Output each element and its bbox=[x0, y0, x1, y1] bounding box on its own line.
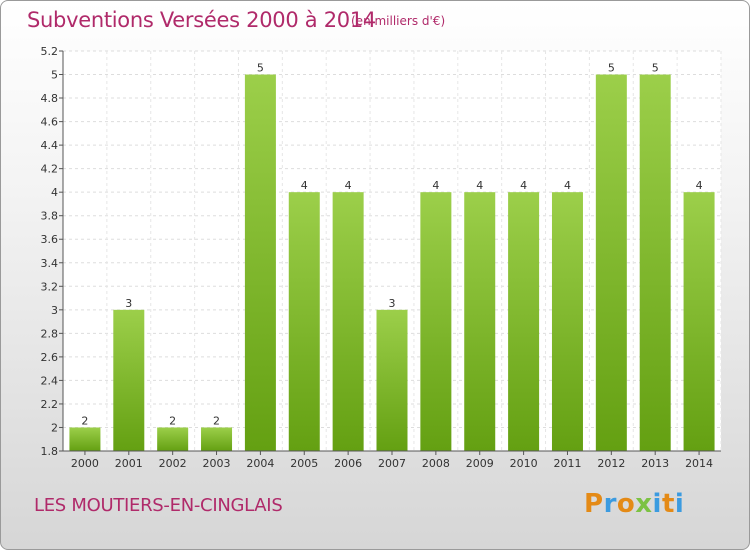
x-tick-label-2014: 2014 bbox=[685, 457, 713, 470]
x-tick-label-2011: 2011 bbox=[553, 457, 581, 470]
data-label-2013: 5 bbox=[652, 62, 659, 75]
y-tick-label: 3.6 bbox=[41, 233, 59, 246]
y-tick-label: 3.4 bbox=[41, 257, 59, 270]
data-label-2012: 5 bbox=[608, 62, 615, 75]
bar-2005 bbox=[288, 192, 320, 452]
x-tick-label-2000: 2000 bbox=[71, 457, 99, 470]
data-label-2007: 3 bbox=[389, 297, 396, 310]
y-tick-label: 2.4 bbox=[41, 374, 59, 387]
bar-2010 bbox=[508, 192, 540, 452]
y-tick-label: 4.6 bbox=[41, 116, 59, 129]
bar-2004 bbox=[244, 74, 276, 451]
x-tick-label-2010: 2010 bbox=[510, 457, 538, 470]
data-label-2004: 5 bbox=[257, 62, 264, 75]
bar-2013 bbox=[639, 74, 671, 451]
x-tick-label-2013: 2013 bbox=[641, 457, 669, 470]
bar-2000 bbox=[69, 427, 101, 451]
y-tick-label: 3.8 bbox=[41, 210, 59, 223]
x-tick-label-2005: 2005 bbox=[290, 457, 318, 470]
x-tick-label-2004: 2004 bbox=[246, 457, 274, 470]
bar-2006 bbox=[332, 192, 364, 452]
bar-2011 bbox=[551, 192, 583, 452]
y-tick-label: 3 bbox=[51, 304, 58, 317]
data-label-2001: 3 bbox=[125, 297, 132, 310]
bar-2001 bbox=[113, 309, 145, 451]
data-label-2000: 2 bbox=[81, 414, 88, 427]
bar-2002 bbox=[157, 427, 189, 451]
y-tick-label: 2.2 bbox=[41, 398, 59, 411]
x-tick-label-2006: 2006 bbox=[334, 457, 362, 470]
data-label-2008: 4 bbox=[432, 179, 439, 192]
x-tick-label-2002: 2002 bbox=[159, 457, 187, 470]
data-label-2009: 4 bbox=[476, 179, 483, 192]
data-label-2011: 4 bbox=[564, 179, 571, 192]
bar-2003 bbox=[201, 427, 233, 451]
y-tick-label: 4.2 bbox=[41, 163, 59, 176]
bar-2008 bbox=[420, 192, 452, 452]
chart-unit: (en milliers d'€) bbox=[351, 14, 446, 28]
proxiti-logo: Proxiti bbox=[584, 489, 685, 519]
data-label-2002: 2 bbox=[169, 414, 176, 427]
chart-title: Subventions Versées 2000 à 2014 bbox=[27, 8, 376, 32]
y-tick-label: 1.8 bbox=[41, 445, 59, 458]
y-tick-label: 4.4 bbox=[41, 139, 59, 152]
x-tick-label-2012: 2012 bbox=[597, 457, 625, 470]
data-label-2006: 4 bbox=[345, 179, 352, 192]
bar-2014 bbox=[683, 192, 715, 452]
data-label-2010: 4 bbox=[520, 179, 527, 192]
y-tick-label: 5.2 bbox=[41, 45, 59, 58]
y-tick-label: 2.6 bbox=[41, 351, 59, 364]
bar-2009 bbox=[464, 192, 496, 452]
x-tick-label-2009: 2009 bbox=[466, 457, 494, 470]
data-label-2003: 2 bbox=[213, 414, 220, 427]
bar-2012 bbox=[595, 74, 627, 451]
commune-name: LES MOUTIERS-EN-CINGLAIS bbox=[34, 495, 283, 516]
y-tick-label: 4 bbox=[51, 186, 58, 199]
y-tick-label: 4.8 bbox=[41, 92, 59, 105]
x-tick-label-2001: 2001 bbox=[115, 457, 143, 470]
y-tick-label: 2 bbox=[51, 421, 58, 434]
y-tick-label: 2.8 bbox=[41, 327, 59, 340]
x-tick-label-2008: 2008 bbox=[422, 457, 450, 470]
y-tick-label: 3.2 bbox=[41, 280, 59, 293]
y-tick-label: 5 bbox=[51, 69, 58, 82]
x-tick-label-2007: 2007 bbox=[378, 457, 406, 470]
x-tick-label-2003: 2003 bbox=[203, 457, 231, 470]
bar-2007 bbox=[376, 309, 408, 451]
data-label-2014: 4 bbox=[696, 179, 703, 192]
data-label-2005: 4 bbox=[301, 179, 308, 192]
